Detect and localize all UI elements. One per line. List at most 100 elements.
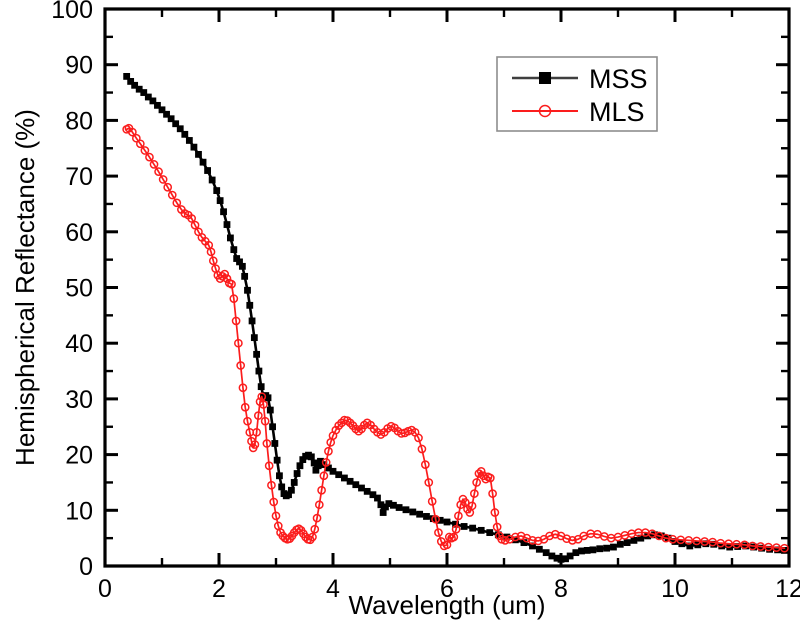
data-point-mls [545, 531, 554, 541]
data-point-mss [325, 464, 332, 472]
data-point-mls [568, 536, 577, 545]
data-point-mls [420, 460, 430, 469]
data-point-mls [684, 536, 694, 545]
data-point-mls [220, 269, 230, 279]
data-point-mss [553, 554, 561, 562]
data-point-mss [469, 524, 477, 532]
data-point-mss [220, 208, 227, 216]
data-point-mls [172, 198, 182, 208]
data-point-mss [363, 487, 371, 495]
data-point-mss [248, 317, 256, 325]
data-point-mss [317, 457, 324, 465]
data-point-mls [764, 542, 773, 552]
data-point-mss [290, 479, 298, 486]
data-point-mss [758, 544, 766, 552]
data-point-mss [369, 491, 377, 499]
data-point-mss [583, 547, 591, 554]
data-point-mss [409, 508, 417, 516]
data-point-mls [424, 478, 434, 487]
data-point-mss [185, 137, 193, 144]
data-point-mls [260, 416, 270, 426]
data-point-mss [271, 440, 279, 447]
data-point-mls [257, 392, 267, 402]
data-point-mss [172, 120, 180, 128]
data-point-mss [276, 472, 283, 480]
data-point-mss [278, 483, 286, 491]
data-point-mls [488, 489, 497, 498]
data-point-mls [476, 466, 486, 476]
data-point-mss [429, 515, 437, 523]
data-point-mss [423, 513, 430, 520]
x-tick-label: 2 [212, 575, 226, 603]
data-point-mls [724, 539, 733, 549]
data-point-mls [208, 256, 218, 266]
data-point-mss [293, 470, 301, 477]
data-point-mss [296, 462, 304, 470]
data-point-mls [467, 501, 477, 511]
data-point-mls [154, 167, 163, 176]
data-point-mls [481, 474, 491, 484]
data-point-mls [229, 294, 239, 303]
data-point-mls [748, 541, 757, 551]
data-point-mss [144, 93, 152, 101]
data-point-mls [314, 500, 324, 510]
data-point-mss [443, 518, 451, 526]
data-point-mss [781, 547, 788, 554]
data-point-mss [230, 246, 238, 254]
data-point-mls [324, 446, 333, 456]
data-point-mss [250, 334, 258, 342]
legend-label: MSS [589, 64, 648, 94]
data-point-mss [616, 540, 624, 548]
data-point-mls [167, 190, 177, 200]
data-point-mss [390, 501, 397, 509]
series-group [122, 72, 789, 563]
data-point-mls [431, 514, 440, 524]
data-point-mls [145, 152, 154, 162]
data-point-mss [335, 471, 343, 479]
data-point-mss [273, 456, 281, 464]
data-point-mss [395, 504, 403, 511]
data-point-mls [562, 534, 572, 544]
data-point-mss [269, 423, 276, 431]
data-point-mls [740, 540, 749, 550]
y-tick-label: 20 [65, 442, 93, 470]
y-tick-label: 80 [65, 107, 93, 135]
data-point-mss [562, 555, 569, 563]
data-point-mls [500, 536, 510, 545]
data-point-mls [511, 532, 520, 542]
data-point-mls [259, 400, 268, 409]
data-point-mss [774, 546, 781, 554]
data-point-mls [310, 524, 320, 534]
y-tick-label: 10 [65, 497, 93, 525]
y-tick-label: 100 [51, 0, 93, 24]
axis-labels-group: 0 10 20 30 40 50 60 70 80 90 100 0 2 4 6 8 10 12 Wavelengt… [10, 0, 800, 620]
data-point-mss [623, 539, 631, 547]
data-point-mss [181, 130, 189, 138]
data-point-mss [238, 262, 246, 270]
data-point-mls [206, 247, 216, 257]
data-point-mls [490, 508, 500, 517]
data-point-mls [190, 220, 200, 230]
data-point-mss [535, 545, 543, 553]
data-point-mls [149, 160, 159, 169]
data-point-mss [241, 272, 249, 280]
y-axis-title: Hemispherical Reflectance (%) [10, 109, 40, 466]
legend-item-mls[interactable]: MLS [512, 97, 645, 127]
data-point-mss [460, 523, 468, 530]
data-point-mls [780, 543, 789, 553]
data-point-mss [377, 501, 385, 509]
data-point-mls [250, 440, 260, 449]
data-point-mls [470, 489, 479, 498]
data-point-mls [269, 497, 279, 507]
data-point-mss [529, 542, 536, 550]
legend-item-mss[interactable]: MSS [512, 64, 648, 94]
data-point-mls [294, 524, 304, 534]
y-tick-label: 0 [79, 553, 93, 581]
data-point-mls [234, 338, 243, 348]
data-point-mls [227, 279, 236, 289]
data-point-mls [240, 402, 250, 412]
data-point-mls [253, 411, 263, 420]
